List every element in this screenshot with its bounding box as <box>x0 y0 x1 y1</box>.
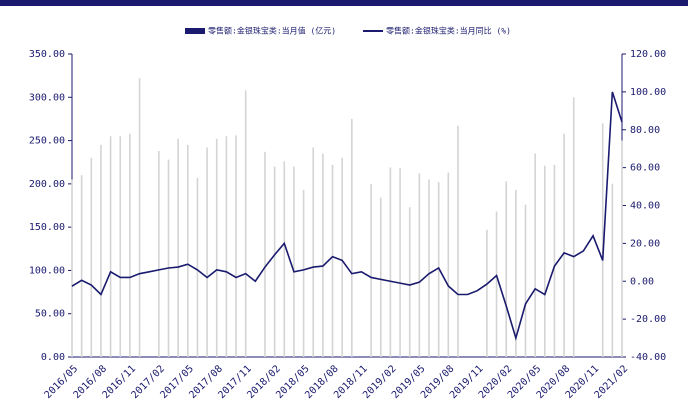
bar <box>447 172 450 357</box>
bar <box>408 207 411 357</box>
bar <box>544 165 546 357</box>
top-border <box>0 0 688 6</box>
bar <box>379 197 382 357</box>
bar <box>177 138 179 357</box>
bar <box>322 153 324 357</box>
bar <box>80 175 83 357</box>
y2-tick-label: 20.00 <box>630 238 660 249</box>
y-tick-label: 350.00 <box>29 49 65 60</box>
y2-tick-label: 0.00 <box>630 276 654 287</box>
bar <box>186 144 189 357</box>
y2-tick-label: 120.00 <box>630 49 666 60</box>
bar <box>119 136 122 357</box>
legend-swatch <box>185 28 205 34</box>
bar <box>235 135 237 357</box>
bar <box>90 157 93 357</box>
bar <box>418 173 421 357</box>
bar <box>167 159 170 357</box>
y2-tick-label: -40.00 <box>630 352 666 363</box>
legend-label: 零售额:金银珠宝类:当月同比 (%) <box>386 26 511 36</box>
bar <box>293 166 295 357</box>
bar <box>524 204 527 357</box>
bar <box>515 189 517 357</box>
y2-tick-label: 100.00 <box>630 87 666 98</box>
bar <box>621 140 623 357</box>
bar <box>283 161 286 357</box>
bar <box>563 133 565 357</box>
bar <box>331 164 334 357</box>
bar <box>457 125 459 358</box>
bar <box>100 144 102 357</box>
bar <box>312 147 315 357</box>
bar <box>505 181 508 357</box>
y-tick-label: 0.00 <box>41 352 65 363</box>
bar <box>71 179 73 357</box>
y-tick-label: 250.00 <box>29 136 65 147</box>
legend-label: 零售额:金银珠宝类:当月值 (亿元) <box>208 26 336 36</box>
bar <box>428 179 430 357</box>
bar <box>244 90 247 358</box>
bar <box>534 153 536 357</box>
bar <box>611 183 614 357</box>
y2-tick-label: 60.00 <box>630 163 660 174</box>
bar <box>196 177 199 357</box>
y-tick-label: 100.00 <box>29 265 65 276</box>
bar <box>225 136 228 357</box>
bar <box>601 123 604 357</box>
y2-tick-label: -20.00 <box>630 314 666 325</box>
bar <box>370 183 372 357</box>
y-tick-label: 50.00 <box>35 309 65 320</box>
y-tick-label: 150.00 <box>29 222 65 233</box>
bar <box>273 166 276 357</box>
y-tick-label: 300.00 <box>29 92 65 103</box>
line-series <box>71 91 623 341</box>
bar <box>486 229 488 357</box>
bar <box>215 138 218 357</box>
y-tick-label: 200.00 <box>29 179 65 190</box>
bar <box>109 136 112 357</box>
bar <box>553 164 556 357</box>
bar <box>399 168 401 357</box>
bar <box>495 211 498 357</box>
bar <box>206 147 208 357</box>
y2-tick-label: 40.00 <box>630 201 660 212</box>
y2-tick-label: 80.00 <box>630 125 660 136</box>
bar <box>302 189 305 357</box>
bar <box>138 78 141 358</box>
bar <box>389 167 392 357</box>
bar <box>341 157 343 357</box>
bar <box>129 133 131 357</box>
bar <box>158 150 160 357</box>
bar <box>351 118 353 357</box>
bar <box>264 151 266 357</box>
bar <box>572 97 575 358</box>
